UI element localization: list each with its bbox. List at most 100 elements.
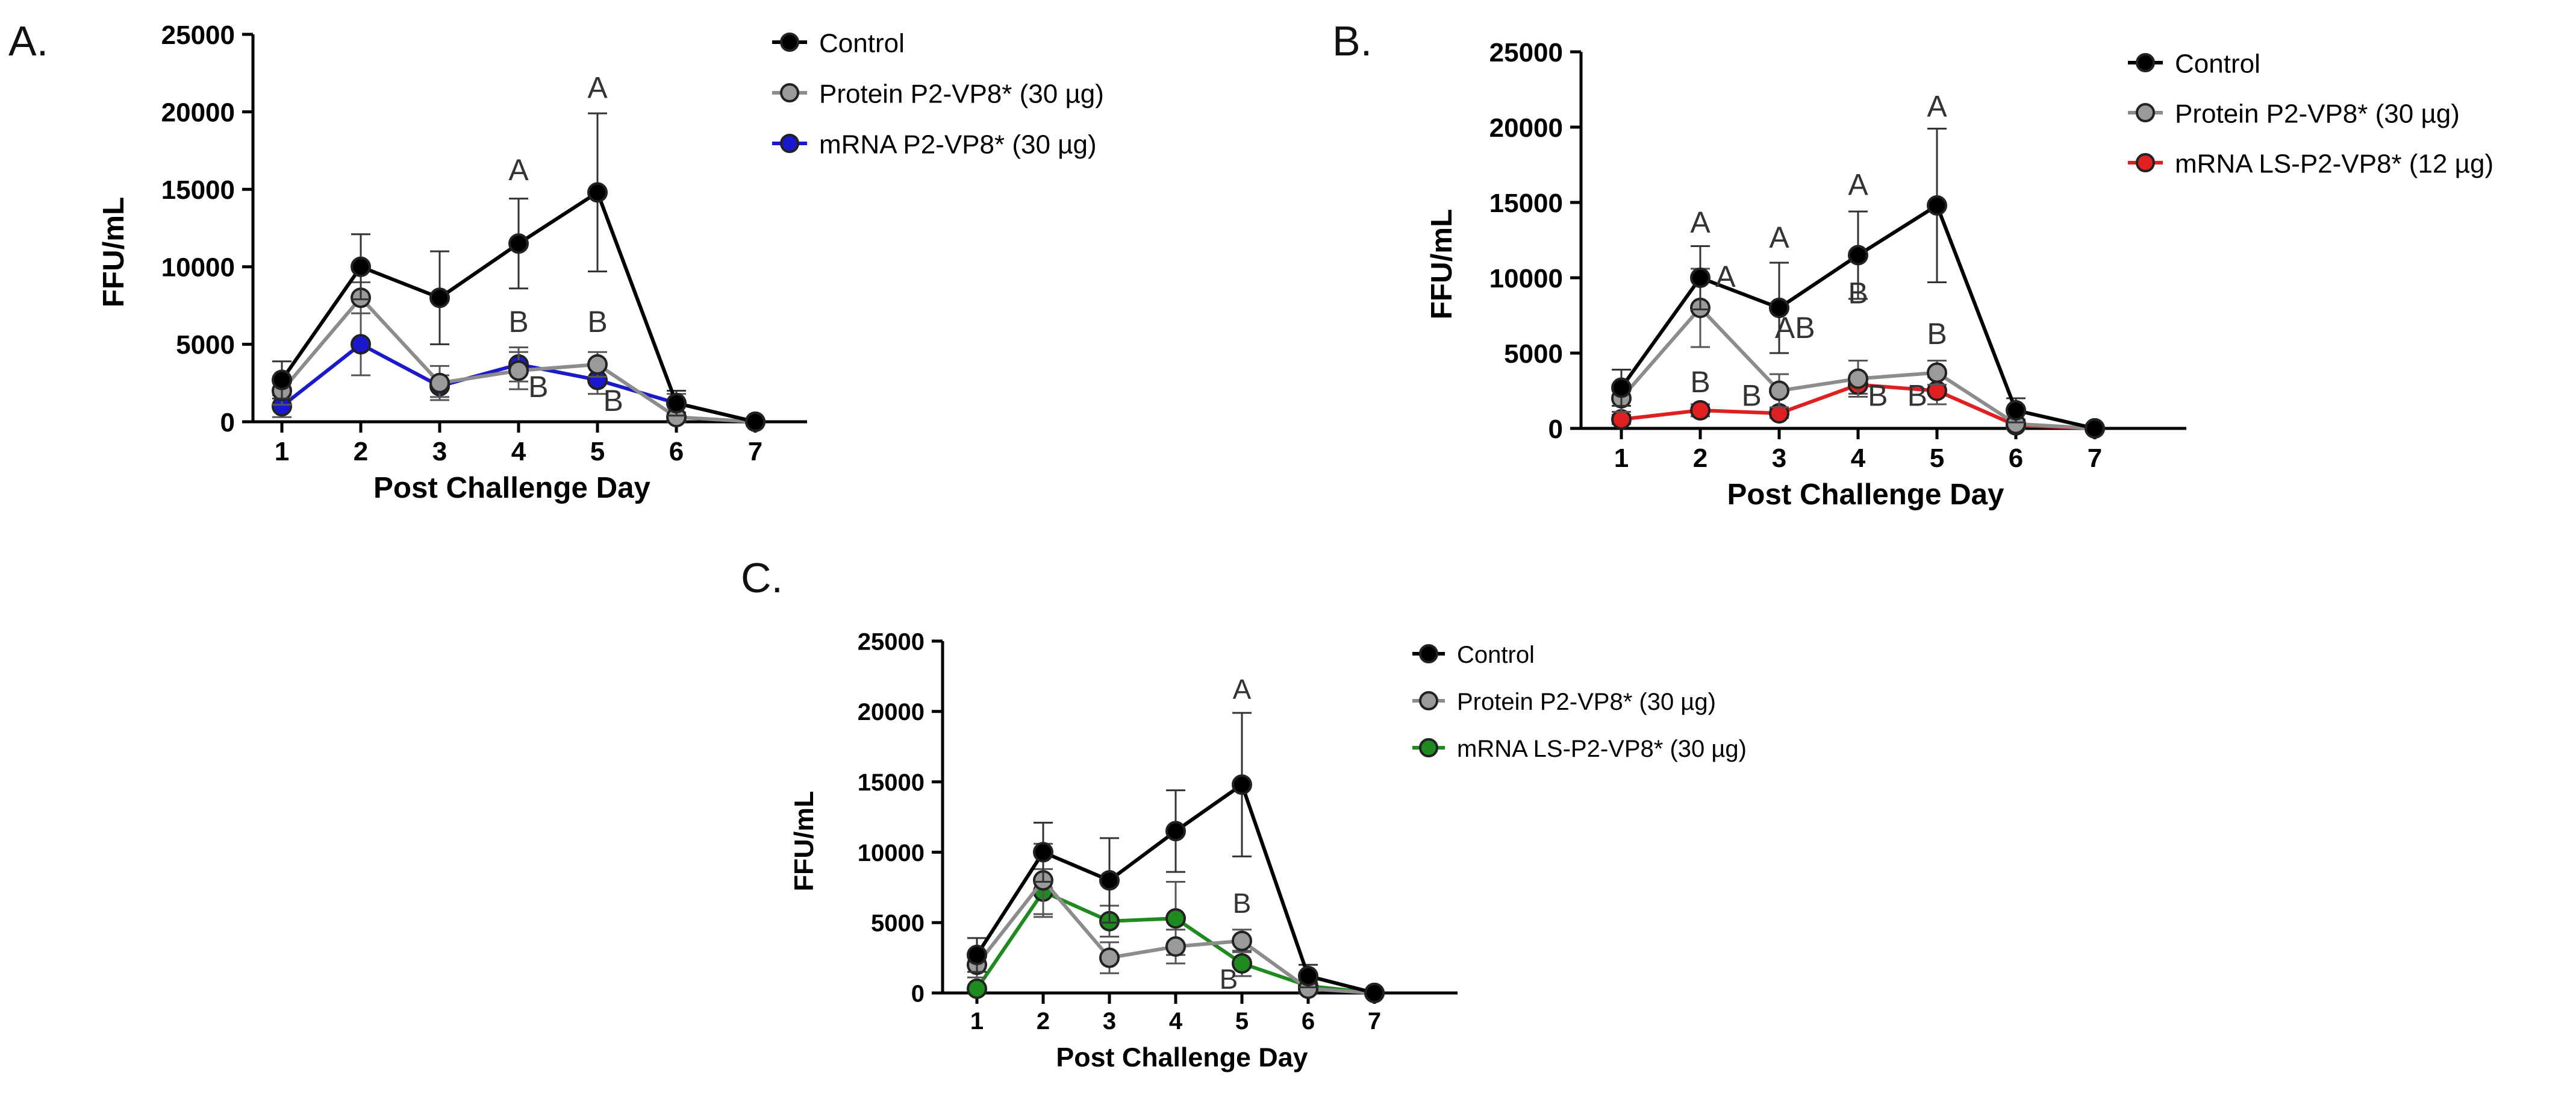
x-tick-label: 5 bbox=[1235, 1008, 1249, 1035]
x-tick-label: 1 bbox=[1614, 443, 1629, 473]
significance-label: A bbox=[1769, 221, 1789, 254]
chart-panel-2: B. 0 5000 10000 15000 20000 25000 1 2 3 4 5 6 7 Post C… bbox=[1332, 17, 2493, 511]
y-tick-label: 10000 bbox=[161, 253, 235, 283]
x-axis-title: Post Challenge Day bbox=[1056, 1042, 1308, 1073]
x-tick-label: 3 bbox=[432, 437, 447, 466]
legend-label: Control bbox=[1457, 642, 1535, 668]
x-tick-label: 4 bbox=[511, 437, 526, 466]
data-point bbox=[429, 372, 450, 393]
y-tick-label: 10000 bbox=[858, 840, 925, 866]
x-tick-label: 2 bbox=[354, 437, 368, 466]
series-1 bbox=[967, 712, 1385, 1003]
legend-item-1: Control bbox=[2128, 49, 2260, 79]
legend: Control Protein P2-VP8* (30 µg) mRNA LS-P2… bbox=[2128, 49, 2493, 179]
y-tick-label: 10000 bbox=[1489, 264, 1563, 293]
chart-panel-3: C. 0 5000 10000 15000 20000 25000 1 2 3 4 5 6 7 Post C… bbox=[741, 554, 1747, 1073]
data-point bbox=[351, 334, 371, 355]
significance-label: B bbox=[1907, 379, 1927, 413]
y-tick-label: 5000 bbox=[176, 330, 235, 360]
x-tick-label: 3 bbox=[1772, 443, 1786, 473]
x-tick-label: 6 bbox=[2009, 443, 2023, 473]
series-1 bbox=[272, 112, 766, 432]
legend-item-3: mRNA LS-P2-VP8* (12 µg) bbox=[2128, 149, 2493, 179]
significance-label: B bbox=[603, 384, 623, 418]
legend: Control Protein P2-VP8* (30 µg) mRNA P2-VP… bbox=[772, 29, 1104, 160]
y-tick-label: 5000 bbox=[871, 910, 925, 937]
data-point bbox=[1848, 368, 1868, 389]
y-tick-label: 20000 bbox=[1489, 113, 1563, 143]
data-point bbox=[508, 360, 529, 381]
data-point bbox=[1611, 377, 1632, 398]
significance-label: B bbox=[1927, 317, 1947, 351]
legend-swatch-marker bbox=[1419, 691, 1438, 710]
panel-label: B. bbox=[1332, 17, 1372, 64]
significance-label: B bbox=[587, 305, 607, 339]
y-tick-label: 15000 bbox=[858, 769, 925, 796]
data-point bbox=[2085, 418, 2105, 439]
legend-item-2: Protein P2-VP8* (30 µg) bbox=[772, 80, 1104, 109]
y-tick-label: 25000 bbox=[858, 628, 925, 655]
legend-label: mRNA LS-P2-VP8* (30 µg) bbox=[1457, 736, 1747, 762]
significance-label: B bbox=[528, 370, 548, 404]
data-point bbox=[1099, 870, 1120, 891]
data-point bbox=[967, 944, 987, 965]
significance-label: A bbox=[1848, 168, 1868, 202]
significance-label: B bbox=[1220, 963, 1238, 995]
data-point bbox=[1033, 842, 1053, 863]
significance-label: B bbox=[508, 305, 528, 339]
legend-label: Protein P2-VP8* (30 µg) bbox=[2175, 99, 2460, 129]
y-tick-label: 25000 bbox=[1489, 38, 1563, 67]
data-point bbox=[2006, 400, 2026, 421]
legend-item-2: Protein P2-VP8* (30 µg) bbox=[2128, 99, 2460, 129]
legend-swatch-marker bbox=[2136, 103, 2155, 122]
data-point bbox=[1165, 936, 1186, 957]
x-tick-label: 6 bbox=[1302, 1008, 1315, 1035]
legend-item-3: mRNA LS-P2-VP8* (30 µg) bbox=[1412, 736, 1747, 762]
legend-swatch-marker bbox=[1419, 644, 1438, 663]
data-point bbox=[1099, 947, 1120, 968]
y-axis-title: FFU/mL bbox=[789, 791, 819, 892]
x-axis-title: Post Challenge Day bbox=[373, 471, 651, 504]
significance-label: A bbox=[1927, 90, 1947, 124]
legend-swatch-marker bbox=[780, 134, 799, 153]
data-point bbox=[429, 287, 450, 308]
legend-swatch-marker bbox=[780, 83, 799, 102]
x-tick-label: 1 bbox=[970, 1008, 984, 1035]
significance-label: A bbox=[1233, 674, 1252, 705]
data-point bbox=[666, 393, 687, 414]
significance-label: A bbox=[587, 70, 608, 104]
data-point bbox=[1165, 821, 1186, 842]
y-tick-label: 0 bbox=[911, 980, 925, 1007]
x-tick-label: 4 bbox=[1851, 443, 1866, 473]
legend-label: mRNA P2-VP8* (30 µg) bbox=[819, 130, 1097, 160]
data-point bbox=[587, 182, 608, 203]
y-tick-label: 20000 bbox=[858, 699, 925, 725]
y-tick-label: 5000 bbox=[1504, 339, 1563, 369]
data-point bbox=[587, 354, 608, 375]
data-point bbox=[1690, 268, 1711, 288]
x-tick-label: 6 bbox=[669, 437, 684, 466]
x-tick-label: 7 bbox=[2088, 443, 2102, 473]
legend-label: mRNA LS-P2-VP8* (12 µg) bbox=[2175, 149, 2493, 179]
x-tick-label: 1 bbox=[275, 437, 289, 466]
significance-label: A bbox=[1715, 260, 1736, 293]
legend-item-1: Control bbox=[1412, 642, 1535, 668]
y-tick-label: 0 bbox=[220, 408, 235, 437]
y-tick-label: 0 bbox=[1548, 415, 1563, 444]
significance-label: A bbox=[1690, 205, 1711, 239]
significance-label: B bbox=[1690, 365, 1710, 399]
y-tick-label: 15000 bbox=[161, 175, 235, 205]
data-point bbox=[1232, 930, 1252, 951]
series-1 bbox=[1611, 128, 2105, 439]
significance-label: B bbox=[1741, 379, 1761, 413]
data-point bbox=[1927, 195, 1947, 216]
data-point bbox=[1364, 983, 1385, 1003]
x-tick-label: 5 bbox=[590, 437, 605, 466]
panel-label: A. bbox=[8, 17, 48, 64]
data-point bbox=[1690, 400, 1711, 421]
panel-label: C. bbox=[741, 554, 783, 601]
legend-label: Protein P2-VP8* (30 µg) bbox=[1457, 689, 1716, 715]
x-tick-label: 4 bbox=[1169, 1008, 1183, 1035]
data-point bbox=[745, 412, 766, 432]
